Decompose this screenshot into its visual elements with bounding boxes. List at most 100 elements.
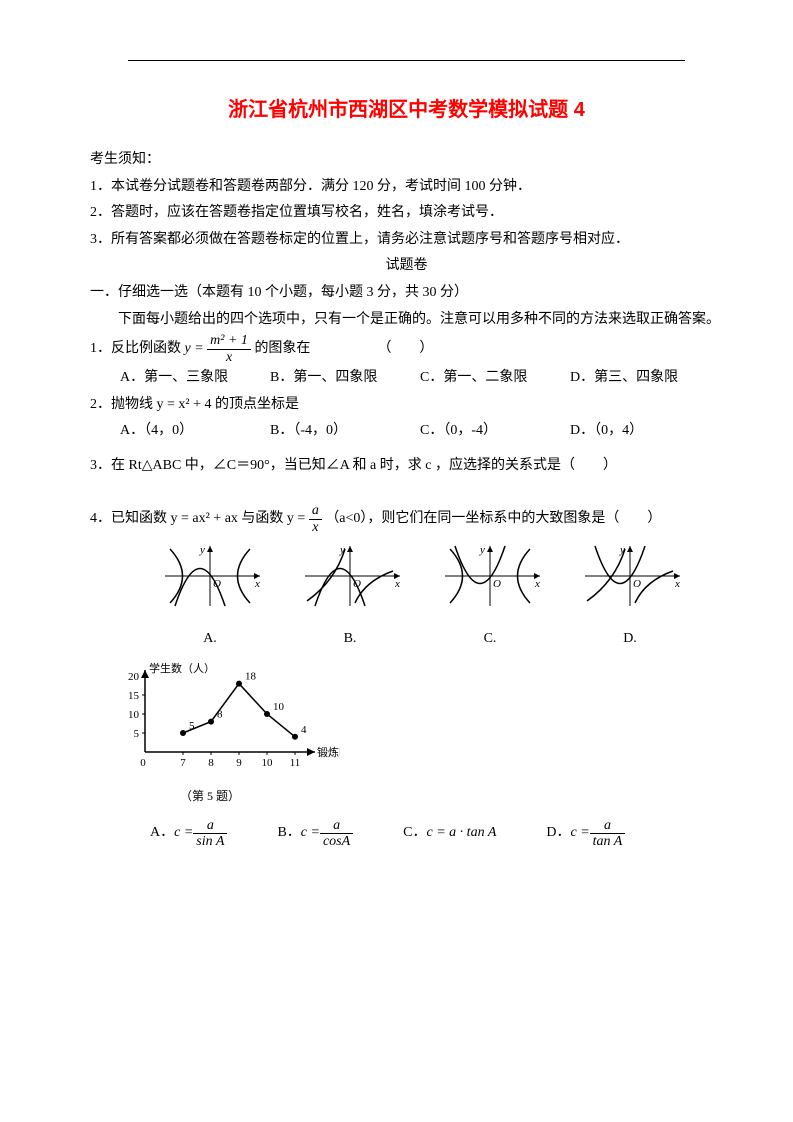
- q5-chart: 学生数（人）锻炼时间（h）5101520078910115818104: [110, 662, 723, 783]
- svg-text:y: y: [199, 544, 205, 556]
- q3-opt-b-label: B．: [277, 820, 300, 847]
- svg-text:9: 9: [236, 757, 242, 769]
- q1-frac: m² + 1 x: [207, 333, 251, 365]
- q3-d-lhs: c =: [571, 820, 590, 847]
- q4-stem-b: （a<0），则它们在同一坐标系中的大致图象是（ ）: [325, 511, 661, 526]
- q3-stem: 3．在 Rt△ABC 中，∠C＝90°，当已知∠A 和 a 时，求 c ，应选择…: [90, 453, 723, 480]
- q3-d-num: a: [590, 818, 626, 834]
- q3-b-den: cosA: [320, 834, 353, 849]
- q2-opt-d[interactable]: D．（0，4）: [570, 418, 720, 445]
- svg-text:10: 10: [262, 757, 274, 769]
- svg-text:O: O: [213, 578, 221, 590]
- q4-graph-a[interactable]: x y O A.: [150, 541, 270, 652]
- svg-text:O: O: [633, 578, 641, 590]
- svg-text:20: 20: [128, 671, 140, 683]
- svg-text:7: 7: [180, 757, 186, 769]
- notice-1: 1．本试卷分试题卷和答题卷两部分．满分 120 分，考试时间 100 分钟．: [90, 174, 723, 201]
- q3-opt-b[interactable]: B． c = a cosA: [277, 818, 353, 850]
- q1-opt-a[interactable]: A．第一、三象限: [120, 365, 270, 392]
- q2-stem: 2．抛物线 y = x² + 4 的顶点坐标是: [90, 392, 723, 419]
- q4-frac-den: x: [309, 520, 322, 535]
- page-title: 浙江省杭州市西湖区中考数学模拟试题 4: [90, 91, 723, 129]
- svg-text:学生数（人）: 学生数（人）: [149, 662, 215, 675]
- q3-opt-a-label: A．: [150, 820, 174, 847]
- q3-d-den: tan A: [590, 834, 626, 849]
- q2-opt-c[interactable]: C．（0，-4）: [420, 418, 570, 445]
- q3-b-lhs: c =: [301, 820, 320, 847]
- q4-graph-d[interactable]: x y O D.: [570, 541, 690, 652]
- q5-caption: （第 5 题）: [110, 785, 310, 808]
- svg-text:y: y: [339, 544, 345, 556]
- q4-svg-d: x y O: [575, 541, 685, 611]
- q1-stem-a: 1．反比例函数: [90, 341, 185, 356]
- q4-graph-c[interactable]: x y O C.: [430, 541, 550, 652]
- q2-text: 2．抛物线 y = x² + 4 的顶点坐标是: [90, 397, 299, 412]
- svg-text:4: 4: [301, 724, 307, 736]
- q4-graph-b[interactable]: x y O B.: [290, 541, 410, 652]
- section-label: 试题卷: [90, 253, 723, 280]
- q4-label-a: A.: [150, 626, 270, 653]
- svg-text:锻炼时间（h）: 锻炼时间（h）: [317, 745, 340, 759]
- svg-text:0: 0: [140, 757, 146, 769]
- top-rule: [128, 60, 685, 61]
- notice-heading: 考生须知：: [90, 147, 723, 174]
- svg-text:5: 5: [189, 720, 195, 732]
- notice-2: 2．答题时，应该在答题卷指定位置填写校名，姓名，填涂考试号．: [90, 200, 723, 227]
- q3-opt-d[interactable]: D． c = a tan A: [546, 818, 625, 850]
- svg-text:10: 10: [128, 709, 140, 721]
- svg-text:x: x: [674, 578, 680, 590]
- svg-text:y: y: [619, 544, 625, 556]
- q3-c-text: c = a · tan A: [427, 820, 497, 847]
- q3-a-lhs: c =: [174, 820, 193, 847]
- svg-text:18: 18: [245, 671, 257, 683]
- q3-opt-c-label: C．: [403, 820, 426, 847]
- q4-frac-num: a: [309, 503, 322, 519]
- q4-stem-a: 4．已知函数 y = ax² + ax 与函数 y =: [90, 511, 305, 526]
- svg-text:x: x: [254, 578, 260, 590]
- sec1-note: 下面每小题给出的四个选项中，只有一个是正确的。注意可以用多种不同的方法来选取正确…: [90, 307, 723, 334]
- svg-text:8: 8: [217, 709, 223, 721]
- q3-d-frac: a tan A: [590, 818, 626, 850]
- q4-frac: a x: [309, 503, 322, 535]
- q1-frac-num: m² + 1: [207, 333, 251, 349]
- svg-text:8: 8: [208, 757, 214, 769]
- notice-3: 3．所有答案都必须做在答题卷标定的位置上，请务必注意试题序号和答题序号相对应．: [90, 227, 723, 254]
- q2-opt-b[interactable]: B．（-4，0）: [270, 418, 420, 445]
- q3-options: A． c = a sin A B． c = a cosA C． c = a · …: [90, 818, 723, 850]
- svg-text:11: 11: [290, 757, 301, 769]
- q1-opt-c[interactable]: C．第一、二象限: [420, 365, 570, 392]
- q4-svg-c: x y O: [435, 541, 545, 611]
- q4-label-b: B.: [290, 626, 410, 653]
- q4-label-d: D.: [570, 626, 690, 653]
- q1-stem: 1．反比例函数 y = m² + 1 x 的图象在 （ ）: [90, 333, 723, 365]
- q4-svg-b: x y O: [295, 541, 405, 611]
- q1-stem-b: 的图象在: [254, 341, 310, 356]
- q1-blank: （ ）: [377, 341, 433, 356]
- q3-b-num: a: [320, 818, 353, 834]
- q3-opt-d-label: D．: [546, 820, 570, 847]
- sec1-title: 一．仔细选一选（本题有 10 个小题，每小题 3 分，共 30 分）: [90, 280, 723, 307]
- svg-text:5: 5: [134, 728, 140, 740]
- svg-text:x: x: [534, 578, 540, 590]
- svg-text:O: O: [493, 578, 501, 590]
- q1-opt-d[interactable]: D．第三、四象限: [570, 365, 720, 392]
- q1-yeq: y =: [185, 341, 204, 356]
- q2-opt-a[interactable]: A．（4，0）: [120, 418, 270, 445]
- q4-stem: 4．已知函数 y = ax² + ax 与函数 y = a x （a<0），则它…: [90, 503, 723, 535]
- q3-opt-c[interactable]: C． c = a · tan A: [403, 818, 496, 850]
- q1-opt-b[interactable]: B．第一、四象限: [270, 365, 420, 392]
- q3-a-num: a: [193, 818, 227, 834]
- q4-svg-a: x y O: [155, 541, 265, 611]
- svg-text:x: x: [394, 578, 400, 590]
- q3-a-den: sin A: [193, 834, 227, 849]
- q4-label-c: C.: [430, 626, 550, 653]
- q3-a-frac: a sin A: [193, 818, 227, 850]
- q3-opt-a[interactable]: A． c = a sin A: [150, 818, 227, 850]
- q5-svg: 学生数（人）锻炼时间（h）5101520078910115818104: [110, 662, 340, 772]
- svg-text:10: 10: [273, 701, 285, 713]
- q4-graphs: x y O A. x y O B. x y O C.: [150, 541, 690, 652]
- q2-options: A．（4，0） B．（-4，0） C．（0，-4） D．（0，4）: [90, 418, 723, 445]
- q1-frac-den: x: [207, 350, 251, 365]
- svg-text:y: y: [479, 544, 485, 556]
- svg-text:O: O: [353, 578, 361, 590]
